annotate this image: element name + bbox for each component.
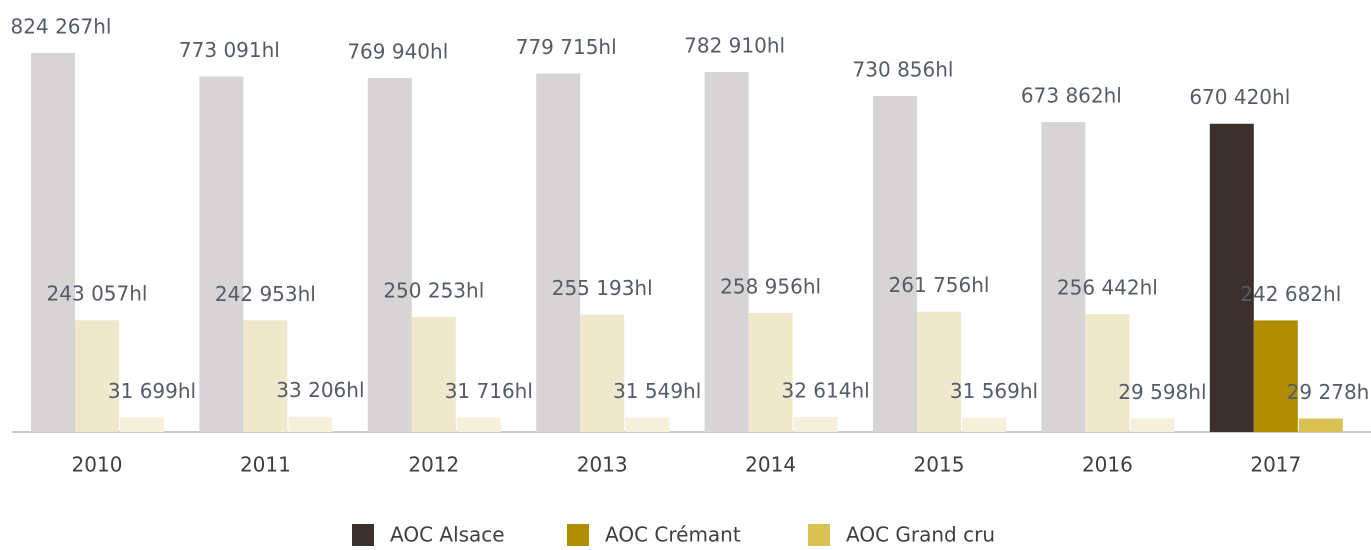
data-label: 255 193hl: [552, 276, 653, 300]
bar: [1041, 122, 1086, 433]
data-label: 782 910hl: [684, 34, 785, 58]
data-label: 256 442hl: [1057, 276, 1158, 300]
legend-label: AOC Crémant: [605, 523, 741, 547]
bar: [288, 416, 333, 432]
data-label: 730 856hl: [853, 57, 954, 81]
data-label: 31 699hl: [108, 379, 196, 403]
data-label: 773 091hl: [179, 38, 280, 62]
x-tick-label: 2015: [914, 453, 965, 477]
data-label: 250 253hl: [383, 278, 484, 302]
x-tick-label: 2011: [240, 453, 291, 477]
data-label: 243 057hl: [47, 282, 148, 306]
bar: [1209, 123, 1254, 432]
data-label: 31 549hl: [613, 379, 701, 403]
data-label: 242 682hl: [1240, 282, 1341, 306]
bar: [793, 417, 838, 432]
bar: [411, 316, 456, 432]
legend-swatch: [567, 524, 589, 546]
legend-label: AOC Alsace: [390, 523, 505, 547]
data-label: 32 614hl: [781, 379, 869, 403]
bar: [75, 320, 119, 432]
bar: [1298, 418, 1343, 432]
data-label: 261 756hl: [889, 273, 990, 297]
data-label: 33 206hl: [276, 378, 364, 402]
data-label: 29 598hl: [1118, 380, 1206, 404]
x-tick-label: 2010: [72, 453, 123, 477]
data-label: 779 715hl: [516, 35, 617, 59]
data-label: 242 953hl: [215, 282, 316, 306]
bar: [367, 77, 412, 433]
bar: [873, 95, 917, 432]
legend-swatch: [808, 524, 830, 546]
data-label: 824 267hl: [11, 15, 112, 39]
data-label: 258 956hl: [720, 274, 821, 298]
bar: [704, 72, 749, 432]
bar: [120, 417, 164, 432]
x-tick-label: 2016: [1082, 453, 1133, 477]
bar: [243, 320, 288, 432]
data-label: 29 278hl: [1287, 380, 1371, 404]
x-tick-label: 2014: [745, 453, 796, 477]
bar: [31, 53, 75, 432]
data-label: 673 862hl: [1021, 84, 1122, 108]
bar: [1253, 320, 1298, 432]
bar: [625, 417, 670, 432]
bar: [917, 311, 961, 432]
data-label: 769 940hl: [347, 39, 448, 63]
legend-label: AOC Grand cru: [846, 523, 995, 547]
x-tick-label: 2012: [408, 453, 459, 477]
bar: [1130, 418, 1175, 432]
bar: [748, 312, 793, 432]
bar: [456, 417, 501, 432]
bar: [199, 76, 244, 432]
x-tick-label: 2017: [1250, 453, 1301, 477]
bar: [962, 417, 1006, 432]
bar: [1085, 314, 1130, 432]
x-tick-label: 2013: [577, 453, 628, 477]
bar: [580, 314, 625, 432]
data-label: 31 569hl: [950, 379, 1038, 403]
data-label: 670 420hl: [1189, 85, 1290, 109]
bar: [536, 73, 581, 433]
legend-swatch: [352, 524, 374, 546]
data-label: 31 716hl: [445, 379, 533, 403]
